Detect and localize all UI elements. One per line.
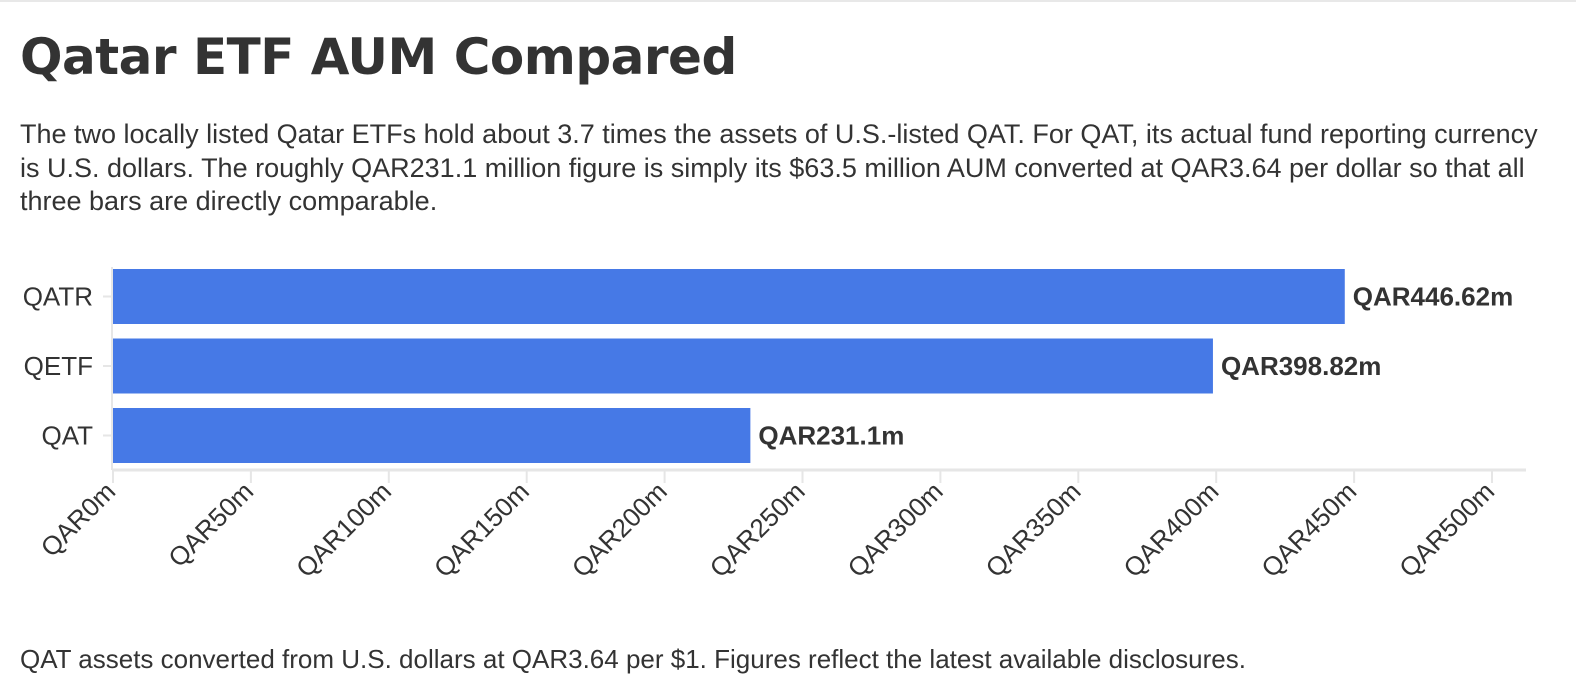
x-tick-label: QAR200m xyxy=(566,476,673,583)
bar-qatr xyxy=(113,269,1345,324)
x-tick-label: QAR250m xyxy=(704,476,811,583)
x-tick-label: QAR100m xyxy=(290,476,397,583)
y-axis-labels: QATR QETF QAT xyxy=(23,282,112,451)
data-label: QAR231.1m xyxy=(758,421,904,451)
data-label: QAR446.62m xyxy=(1353,282,1513,312)
x-tick-label: QAR150m xyxy=(428,476,535,583)
bar-qetf xyxy=(113,338,1213,394)
chart-subtitle: The two locally listed Qatar ETFs hold a… xyxy=(20,119,1538,216)
chart-title: Qatar ETF AUM Compared xyxy=(20,28,737,86)
data-label: QAR398.82m xyxy=(1221,351,1381,381)
y-tick-label: QETF xyxy=(24,351,93,381)
bar-qat xyxy=(113,408,751,463)
top-border xyxy=(0,0,1576,2)
x-tick-label: QAR350m xyxy=(979,476,1086,583)
x-tick-label: QAR0m xyxy=(35,476,122,563)
y-tick-label: QAT xyxy=(41,421,93,451)
footnote: QAT assets converted from U.S. dollars a… xyxy=(20,644,1246,674)
x-tick-label: QAR400m xyxy=(1117,476,1224,583)
x-tick-label: QAR450m xyxy=(1255,476,1362,583)
x-tick-label: QAR50m xyxy=(162,476,259,573)
y-tick-label: QATR xyxy=(23,282,93,312)
x-tick-label: QAR300m xyxy=(842,476,949,583)
x-tick-label: QAR500m xyxy=(1393,476,1500,583)
bars-group: QAR446.62m QAR398.82m QAR231.1m xyxy=(113,269,1513,463)
